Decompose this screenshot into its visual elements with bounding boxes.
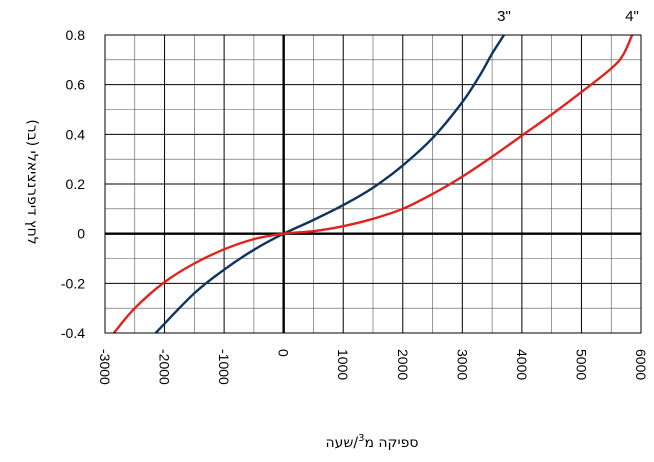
series-layer: [112, 34, 634, 334]
y-tick-label: -0.4: [61, 325, 85, 341]
y-tick-label: 0.4: [66, 126, 86, 142]
y-tick-label: 0.8: [66, 27, 86, 43]
x-tick-label: -3000: [97, 349, 113, 385]
x-tick-label: -1000: [216, 349, 232, 385]
x-tick-label: 4000: [514, 349, 530, 380]
x-axis-label-suffix: /שעה: [326, 435, 359, 451]
y-axis-label: לחץ דיפרנציאלי (בר): [24, 119, 40, 244]
series-label-1: 3": [497, 8, 511, 25]
y-tick-label: -0.2: [61, 275, 85, 291]
series-labels: 3" 4": [497, 8, 639, 25]
y-tick-labels: -0.4 -0.2 0 0.2 0.4 0.6 0.8: [61, 27, 85, 341]
x-tick-label: 5000: [573, 349, 589, 380]
series-line-2: [112, 34, 634, 334]
x-tick-label: 6000: [633, 349, 649, 380]
y-tick-label: 0.2: [66, 176, 86, 192]
y-tick-label: 0: [77, 226, 85, 242]
y-tick-label: 0.6: [66, 77, 86, 93]
series-label-2: 4": [625, 8, 639, 25]
x-tick-labels: -3000 -2000 -1000 0 1000 2000 3000 4000 5000 6000: [97, 349, 649, 385]
x-tick-label: 1000: [335, 349, 351, 380]
x-tick-label: -2000: [157, 349, 173, 385]
x-axis-label-unit: ספיקה מ: [364, 435, 418, 451]
x-axis-label: ספיקה מ3/שעה: [326, 433, 419, 451]
series-line-1: [154, 34, 506, 334]
x-axis-label-superscript: 3: [358, 433, 364, 444]
x-tick-label: 3000: [454, 349, 470, 380]
plot-frame: [104, 34, 642, 334]
zero-axis-lines: [105, 35, 641, 333]
x-tick-label: 0: [276, 349, 292, 357]
x-tick-label: 2000: [395, 349, 411, 380]
